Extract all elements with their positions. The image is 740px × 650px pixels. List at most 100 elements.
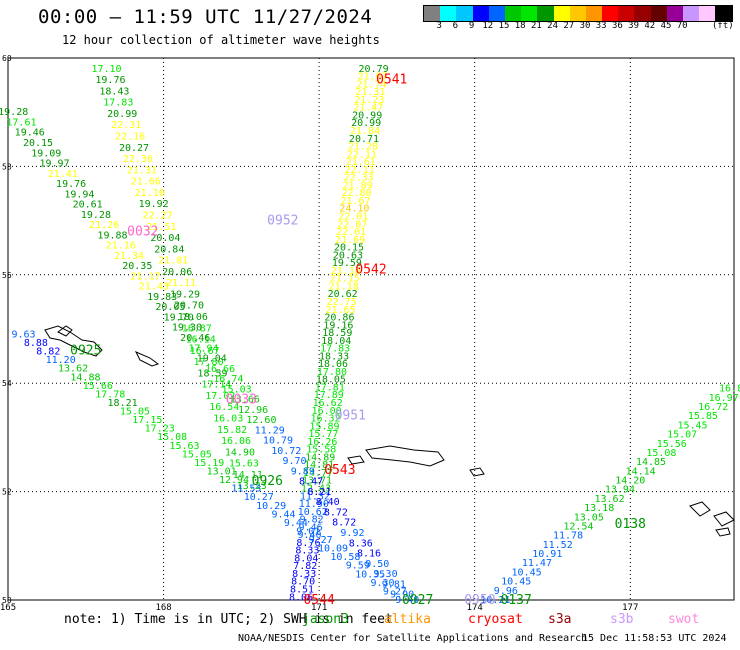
wave-height-value: 21.16 bbox=[106, 241, 136, 252]
wave-height-value: 16.06 bbox=[221, 436, 251, 447]
lat-tick-label: 58 bbox=[2, 162, 12, 171]
wave-height-value: 11.53 bbox=[231, 484, 261, 495]
island-outline bbox=[365, 445, 445, 467]
wave-height-value: 17.61 bbox=[6, 117, 36, 128]
island-outline bbox=[57, 325, 73, 337]
wave-height-value: 11.20 bbox=[46, 355, 76, 366]
wave-height-value: 17.81 bbox=[315, 382, 345, 393]
wave-height-value: 20.06 bbox=[162, 267, 192, 278]
wave-height-value: 22.16 bbox=[115, 132, 145, 143]
wave-height-value: 9.96 bbox=[494, 586, 518, 597]
wave-height-value: 15.56 bbox=[657, 439, 687, 450]
wave-height-value: 21.31 bbox=[355, 87, 385, 98]
pass-time-label: 0925 bbox=[70, 344, 101, 359]
chart-subtitle: 12 hour collection of altimeter wave hei… bbox=[62, 33, 380, 47]
wave-height-value: 21.51 bbox=[146, 222, 176, 233]
wave-height-value: 20.99 bbox=[351, 118, 381, 129]
wave-height-value: 18.43 bbox=[99, 86, 129, 97]
wave-height-value: 16.03 bbox=[213, 414, 243, 425]
wave-height-value: 21.31 bbox=[127, 165, 157, 176]
wave-height-value: 22.01 bbox=[338, 211, 368, 222]
wave-height-value: 15.82 bbox=[217, 425, 247, 436]
wave-height-value: 17.02 bbox=[205, 391, 235, 402]
island-outline bbox=[347, 455, 365, 465]
wave-height-value: 11.29 bbox=[255, 425, 285, 436]
legend-swatch bbox=[504, 6, 522, 21]
wave-height-value: 11.52 bbox=[543, 540, 573, 551]
wave-height-value: 15.03 bbox=[222, 384, 252, 395]
wave-height-value: 21.81 bbox=[158, 256, 188, 267]
wave-height-value: 15.07 bbox=[667, 430, 697, 441]
pass-time-label: 0033 bbox=[226, 392, 257, 407]
wave-height-value: 21.26 bbox=[89, 220, 119, 231]
lat-tick-label: 54 bbox=[2, 379, 12, 388]
wave-height-value: 21.18 bbox=[331, 266, 361, 277]
wave-height-value: 18.06 bbox=[178, 312, 208, 323]
wave-height-value: 22.01 bbox=[336, 227, 366, 238]
wave-height-value: 9.30 bbox=[370, 578, 394, 589]
wave-height-value: 21.61 bbox=[346, 157, 376, 168]
wave-height-value: 24.10 bbox=[339, 204, 369, 215]
wave-height-value: 20.71 bbox=[349, 134, 379, 145]
wave-height-value: 19.76 bbox=[56, 179, 86, 190]
wave-height-value: 18.33 bbox=[319, 351, 349, 362]
wave-height-value: 19.94 bbox=[64, 189, 94, 200]
legend-swatch bbox=[666, 6, 683, 21]
wave-height-value: 20.05 bbox=[155, 302, 185, 313]
wave-height-value: 20.35 bbox=[122, 261, 152, 272]
wave-height-value: 8.72 bbox=[324, 507, 348, 518]
wave-height-value: 19.97 bbox=[40, 159, 70, 170]
wave-height-value: 22.11 bbox=[345, 165, 375, 176]
wave-height-value: 11.47 bbox=[522, 558, 552, 569]
legend-swatch bbox=[585, 6, 603, 21]
wave-height-value: 8.82 bbox=[36, 347, 60, 358]
wave-height-value: 15.63 bbox=[229, 459, 259, 470]
wave-height-value: 21.28 bbox=[348, 142, 378, 153]
wave-height-value: 10.09 bbox=[318, 544, 348, 555]
legend-label: 21 bbox=[530, 21, 542, 31]
wave-height-value: 20.99 bbox=[352, 110, 382, 121]
wave-height-value: 17.23 bbox=[145, 424, 175, 435]
legend-label: 33 bbox=[595, 21, 607, 31]
lat-tick-label: 56 bbox=[2, 271, 12, 280]
wave-height-value: 8.51 bbox=[290, 585, 314, 596]
wave-height-value: 9.27 bbox=[383, 586, 407, 597]
wave-height-value: 20.84 bbox=[154, 244, 184, 255]
wave-height-value: 15.58 bbox=[306, 445, 336, 456]
legend-swatch bbox=[521, 6, 538, 21]
wave-height-value: 20.27 bbox=[119, 143, 149, 154]
wave-height-value: 18.59 bbox=[322, 328, 352, 339]
satellite-jason3: jason3 bbox=[302, 612, 349, 627]
legend-label: 18 bbox=[514, 21, 526, 31]
wave-height-value: 9.44 bbox=[284, 518, 308, 529]
wave-height-value: 16.62 bbox=[313, 398, 343, 409]
wave-height-value: 11.32 bbox=[300, 491, 330, 502]
wave-height-value: 15.19 bbox=[194, 458, 224, 469]
lon-tick-label: 168 bbox=[155, 603, 171, 613]
wave-height-value: 22.07 bbox=[337, 219, 367, 230]
wave-height-value: 16.97 bbox=[709, 393, 739, 404]
wave-height-value: 21.67 bbox=[357, 72, 387, 83]
satellite-altika: altika bbox=[384, 612, 431, 627]
wave-height-value: 14.90 bbox=[225, 447, 255, 458]
wave-height-value: 22.31 bbox=[111, 120, 141, 131]
satellite-cryosat: cryosat bbox=[468, 612, 523, 627]
wave-height-value: 7.82 bbox=[293, 561, 317, 572]
wave-height-value: 16.67 bbox=[190, 346, 220, 357]
pass-time-label: 0951 bbox=[335, 409, 366, 424]
legend-label: 70 bbox=[676, 21, 688, 31]
wave-height-value: 22.11 bbox=[347, 149, 377, 160]
pass-time-label: 0950 bbox=[464, 593, 495, 608]
legend-unit-label: (ft) bbox=[712, 21, 734, 31]
wave-height-value: 18.06 bbox=[318, 359, 348, 370]
wave-height-value: 9.30 bbox=[374, 569, 398, 580]
legend-swatch bbox=[537, 6, 554, 21]
legend-label: 45 bbox=[660, 21, 672, 31]
wave-height-value: 19.88 bbox=[97, 230, 127, 241]
legend-label: 3 bbox=[436, 21, 442, 31]
lat-tick-label: 50 bbox=[2, 596, 12, 605]
wave-height-value: 9.63 bbox=[12, 329, 36, 340]
wave-height-value: 12.43 bbox=[301, 483, 331, 494]
wave-height-value: 16.32 bbox=[310, 414, 340, 425]
